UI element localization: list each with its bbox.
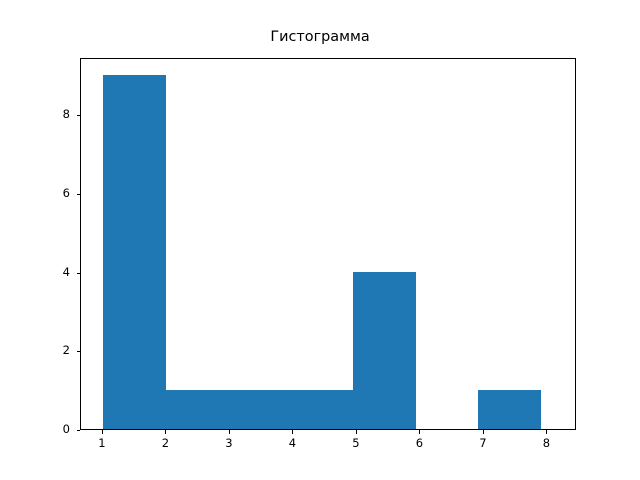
y-tick-label: 6: [62, 185, 70, 200]
x-tick-label: 1: [98, 436, 106, 450]
bars-container: [81, 59, 575, 429]
y-tick-mark: [76, 193, 80, 195]
histogram-bar: [353, 271, 416, 429]
y-tick-mark: [76, 272, 80, 274]
x-tick-mark: [419, 430, 421, 434]
x-tick-label: 6: [415, 436, 424, 450]
x-tick-mark: [355, 430, 357, 434]
histogram-bar: [290, 389, 354, 429]
x-tick-label: 8: [542, 436, 551, 450]
x-tick-label: 7: [479, 436, 487, 450]
x-tick-mark: [228, 430, 230, 434]
x-tick-mark: [546, 430, 548, 434]
plot-axes: [80, 58, 576, 430]
x-tick-label: 5: [352, 436, 360, 450]
histogram-bar: [165, 389, 229, 429]
histogram-bar: [228, 389, 291, 429]
histogram-bar: [478, 389, 542, 429]
x-tick-label: 3: [225, 436, 233, 450]
y-tick-label: 0: [62, 422, 70, 436]
chart-title: Гистограмма: [270, 29, 370, 45]
histogram-bar: [102, 74, 166, 429]
x-tick-mark: [165, 430, 167, 434]
y-tick-mark: [76, 115, 80, 117]
x-tick-label: 4: [288, 436, 297, 450]
y-tick-mark: [76, 430, 80, 431]
y-tick-mark: [76, 351, 80, 353]
y-tick-label: 2: [62, 343, 70, 358]
x-tick-label: 2: [161, 436, 170, 450]
y-tick-label: 4: [62, 264, 70, 279]
x-tick-mark: [292, 430, 294, 434]
x-tick-mark: [101, 430, 103, 434]
y-tick-label: 8: [62, 107, 70, 122]
x-tick-mark: [482, 430, 484, 434]
